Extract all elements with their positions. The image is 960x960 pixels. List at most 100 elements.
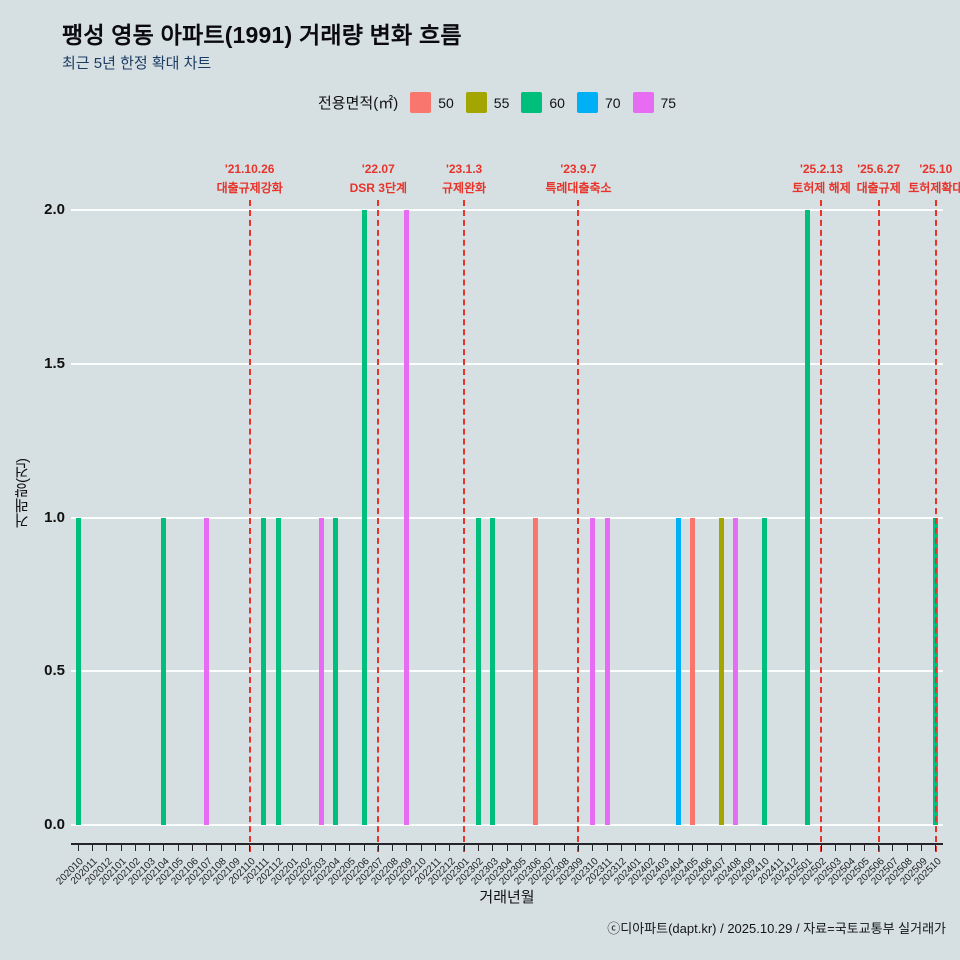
- bar-202408-area75: [733, 517, 739, 825]
- x-tick: [763, 845, 765, 851]
- event-label: 토허제 해제: [792, 181, 851, 195]
- event-date: '22.07: [361, 162, 395, 176]
- legend-item-60: 60: [521, 92, 565, 113]
- x-tick: [635, 845, 637, 851]
- x-tick: [749, 845, 751, 851]
- legend-title: 전용면적(㎡): [318, 95, 399, 112]
- event-label: 대출규제: [856, 181, 901, 195]
- x-tick: [506, 845, 508, 851]
- x-axis-line: [71, 843, 943, 845]
- x-tick: [192, 845, 193, 851]
- legend: 전용면적(㎡) 50 55 60 70 75: [318, 92, 676, 113]
- bar-202112-area60: [275, 517, 281, 825]
- event-line-202502: [820, 200, 823, 852]
- x-tick: [363, 845, 365, 851]
- legend-item-label: 75: [660, 94, 677, 111]
- x-tick: [435, 845, 437, 851]
- x-tick: [163, 845, 165, 851]
- x-tick: [263, 845, 265, 851]
- x-tick: [577, 845, 579, 851]
- x-tick: [91, 845, 93, 851]
- x-tick: [906, 845, 908, 851]
- gridline: [71, 670, 943, 673]
- y-tick-label: 1.0: [44, 508, 65, 526]
- legend-swatch-55: [465, 92, 487, 113]
- x-tick: [720, 845, 722, 851]
- x-tick: [292, 845, 294, 851]
- event-label: 특례대출축소: [545, 181, 612, 195]
- y-tick-label: 1.5: [44, 354, 65, 372]
- x-tick: [377, 845, 379, 851]
- x-tick: [520, 845, 522, 851]
- event-line-202207: [377, 200, 380, 852]
- x-tick: [820, 845, 822, 851]
- x-tick: [406, 845, 408, 851]
- x-tick: [792, 845, 794, 851]
- legend-swatch-70: [576, 92, 598, 113]
- event-date: '21.10.26: [224, 162, 275, 176]
- event-line-202110: [248, 200, 251, 852]
- bar-202104-area60: [161, 517, 167, 825]
- x-tick: [349, 845, 351, 851]
- x-tick: [835, 845, 837, 851]
- x-tick: [735, 845, 737, 851]
- x-tick: [234, 845, 236, 851]
- bar-202302-area60: [475, 517, 481, 825]
- bar-202405-area50: [690, 517, 696, 825]
- x-tick: [892, 845, 894, 851]
- x-tick: [921, 845, 923, 851]
- x-tick: [277, 845, 279, 851]
- bar-202111-area60: [261, 517, 267, 825]
- event-line-202510: [934, 200, 937, 852]
- event-date: '25.10: [919, 162, 953, 176]
- x-tick: [878, 845, 880, 851]
- plot-panel: 0.0 0.5 1.0 1.5 2.0 '21.10.26 대출규제강화 '22.07 DSR …: [44, 162, 960, 887]
- x-tick: [477, 845, 479, 851]
- event-line-202506: [877, 200, 880, 852]
- x-axis-label: 거래년월: [479, 889, 535, 906]
- legend-items: 50 55 60 70 75: [410, 92, 676, 113]
- x-tick: [492, 845, 494, 851]
- x-tick: [535, 845, 537, 851]
- x-tick: [935, 845, 937, 851]
- legend-item-label: 50: [438, 94, 454, 111]
- x-tick: [563, 845, 565, 851]
- gridline: [71, 516, 943, 519]
- gridline: [71, 824, 943, 826]
- y-tick-label: 2.0: [44, 201, 65, 218]
- event-date: '23.1.3: [446, 162, 483, 176]
- bar-202410-area60: [761, 517, 767, 825]
- bar-202311-area75: [604, 517, 610, 825]
- x-tick: [320, 845, 322, 851]
- legend-item-label: 55: [493, 94, 510, 111]
- chart-subtitle: 최근 5년 한정 확대 차트: [62, 55, 212, 72]
- y-tick-label: 0.0: [44, 816, 65, 833]
- bar-202404-area70: [676, 517, 682, 825]
- x-tick: [849, 845, 851, 851]
- bar-202303-area60: [490, 517, 496, 825]
- event-date: '25.6.27: [857, 162, 901, 176]
- x-tick: [306, 845, 308, 851]
- legend-item-55: 55: [465, 92, 510, 113]
- bar-202010-area60: [75, 517, 81, 825]
- event-label: DSR 3단계: [349, 181, 408, 195]
- x-tick: [806, 845, 808, 851]
- event-line-202301: [463, 200, 466, 852]
- x-tick: [549, 845, 551, 851]
- x-tick: [392, 845, 394, 851]
- bar-202501-area60: [804, 210, 810, 825]
- x-tick: [663, 845, 665, 851]
- legend-item-70: 70: [576, 92, 621, 113]
- legend-swatch-50: [410, 92, 432, 113]
- y-tick-label: 0.5: [44, 662, 65, 680]
- legend-swatch-60: [521, 92, 543, 113]
- x-tick: [606, 845, 608, 851]
- x-tick: [77, 845, 79, 851]
- event-date: '23.9.7: [560, 162, 597, 176]
- x-tick: [149, 845, 151, 851]
- x-tick: [334, 845, 336, 851]
- bar-202206-area60: [361, 210, 367, 825]
- x-tick: [863, 845, 865, 851]
- legend-item-label: 70: [604, 94, 621, 111]
